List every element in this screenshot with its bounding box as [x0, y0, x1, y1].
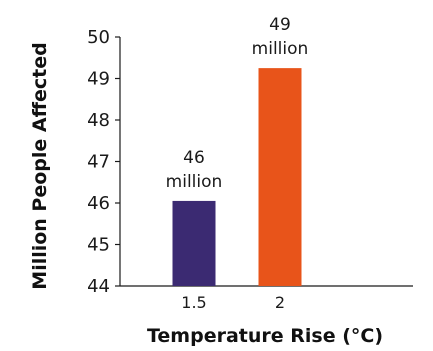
data-label: 49 — [269, 15, 291, 35]
y-tick-label: 50 — [87, 27, 110, 48]
x-tick-label: 1.5 — [181, 293, 206, 312]
y-axis-title: Million People Affected — [29, 42, 51, 289]
y-tick-label: 48 — [87, 110, 110, 131]
data-label: 46 — [183, 148, 205, 168]
x-tick-label: 2 — [275, 293, 285, 312]
y-tick-label: 45 — [87, 235, 110, 256]
x-axis-title: Temperature Rise (°C) — [147, 325, 383, 347]
data-label: million — [252, 39, 309, 59]
y-tick-label: 49 — [87, 69, 110, 90]
y-axis: 44 45 46 47 48 49 50 — [87, 27, 121, 297]
data-labels: 46 million 49 million — [166, 15, 309, 192]
y-tick-label: 46 — [87, 193, 110, 214]
bar-2 — [258, 68, 302, 286]
data-label: million — [166, 172, 223, 192]
x-axis: 1.5 2 — [120, 285, 413, 312]
y-tick-label: 47 — [87, 152, 110, 173]
bars — [172, 68, 302, 286]
bar-1-5 — [172, 200, 216, 286]
y-tick-label: 44 — [87, 276, 110, 297]
